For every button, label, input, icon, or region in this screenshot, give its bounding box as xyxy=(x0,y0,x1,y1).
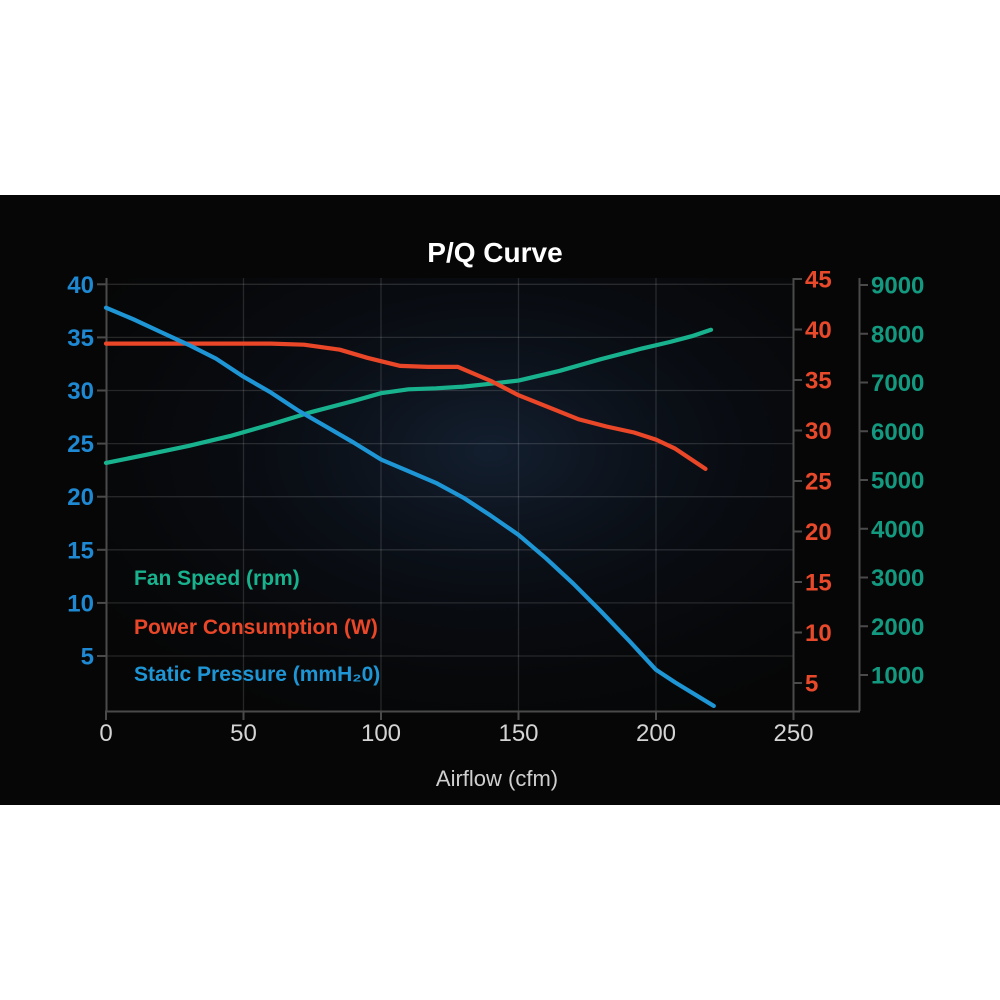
x-tick-label: 100 xyxy=(361,720,401,747)
pressure-tick-label: 40 xyxy=(67,272,94,299)
series-line-power-consumption-w xyxy=(103,341,708,471)
pressure-tick-label: 5 xyxy=(81,644,94,671)
pressure-tick-label: 25 xyxy=(67,431,94,458)
axis-labels: 40 35 30 25 20 15 10 5 45 40 35 30 25 20 15 10 5 9000 8000… xyxy=(67,267,924,748)
speed-tick-label: 6000 xyxy=(871,419,924,446)
data-series xyxy=(103,305,716,709)
gridlines xyxy=(106,278,793,711)
speed-tick-label: 5000 xyxy=(871,468,924,495)
power-tick-label: 30 xyxy=(805,418,832,445)
series-line-static-pressure-mmh-0 xyxy=(103,305,716,709)
power-tick-label: 5 xyxy=(805,671,818,698)
power-tick-label: 45 xyxy=(805,267,832,294)
pressure-tick-label: 35 xyxy=(67,325,94,352)
plot-background-glow xyxy=(106,278,793,711)
axis-lines xyxy=(97,278,868,720)
x-tick-label: 50 xyxy=(230,720,257,747)
speed-tick-label: 9000 xyxy=(871,273,924,300)
pressure-tick-label: 30 xyxy=(67,378,94,405)
series-line-fan-speed-rpm xyxy=(103,327,714,465)
x-tick-label: 250 xyxy=(773,720,813,747)
legend-label-power-consumption-w: Power Consumption (W) xyxy=(134,616,378,639)
speed-tick-label: 4000 xyxy=(871,516,924,543)
speed-tick-label: 2000 xyxy=(871,614,924,641)
speed-tick-label: 8000 xyxy=(871,321,924,348)
legend-label-fan-speed-rpm: Fan Speed (rpm) xyxy=(134,567,300,590)
power-tick-label: 10 xyxy=(805,620,832,647)
power-tick-label: 15 xyxy=(805,570,832,597)
x-tick-label: 150 xyxy=(498,720,538,747)
pressure-tick-label: 20 xyxy=(67,484,94,511)
speed-tick-label: 1000 xyxy=(871,663,924,690)
power-tick-label: 40 xyxy=(805,317,832,344)
x-tick-label: 200 xyxy=(636,720,676,747)
legend-label-static-pressure-mmh-0: Static Pressure (mmH₂0) xyxy=(134,663,380,686)
pressure-tick-label: 15 xyxy=(67,537,94,564)
legend: Fan Speed (rpm) Power Consumption (W) Stat… xyxy=(134,567,380,686)
power-tick-label: 35 xyxy=(805,368,832,395)
chart-title: P/Q Curve xyxy=(427,237,562,268)
power-tick-label: 25 xyxy=(805,469,832,496)
pressure-tick-label: 10 xyxy=(67,590,94,617)
speed-tick-label: 7000 xyxy=(871,370,924,397)
x-tick-label: 0 xyxy=(99,720,112,747)
power-tick-label: 20 xyxy=(805,519,832,546)
speed-tick-label: 3000 xyxy=(871,565,924,592)
x-axis-title: Airflow (cfm) xyxy=(436,766,558,791)
